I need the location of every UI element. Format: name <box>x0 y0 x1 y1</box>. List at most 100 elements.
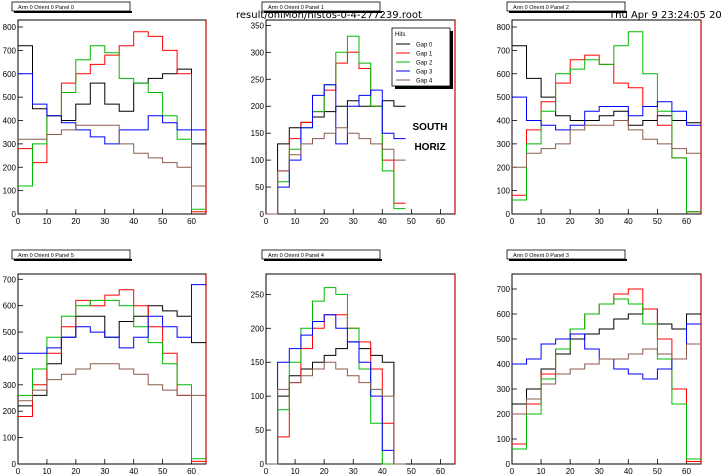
x-tick-label: 0 <box>510 217 515 226</box>
series-4-line <box>266 127 406 215</box>
x-tick-label: 10 <box>537 467 546 474</box>
y-tick-label: 300 <box>3 381 17 390</box>
x-tick-label: 30 <box>349 217 358 226</box>
series-2-line <box>18 299 206 460</box>
series-0-line <box>266 341 406 465</box>
x-tick-label: 0 <box>264 467 269 474</box>
x-tick-label: 60 <box>682 217 691 226</box>
series-4-line <box>18 124 206 187</box>
y-tick-label: 0 <box>506 210 511 219</box>
series-3-line <box>266 314 406 465</box>
x-tick-label: 30 <box>100 217 109 226</box>
plot-frame <box>17 19 207 215</box>
y-tick-label: 0 <box>12 210 17 219</box>
legend-box <box>391 27 451 87</box>
y-tick-label: 0 <box>506 460 511 469</box>
x-tick-label: 10 <box>291 217 300 226</box>
x-tick-label: 20 <box>566 217 575 226</box>
legend-entry: Gap 4 <box>416 79 433 85</box>
y-tick-label: 250 <box>251 75 265 84</box>
y-tick-label: 100 <box>3 187 17 196</box>
y-tick-label: 150 <box>251 129 265 138</box>
y-tick-label: 150 <box>251 358 265 367</box>
series-0-line <box>18 45 206 145</box>
series-1-line <box>18 289 206 462</box>
panel-title: Arm 0 Orient 0 Panel 1 <box>268 5 324 11</box>
x-tick-label: 20 <box>566 467 575 474</box>
panel-title-shadow <box>14 259 132 261</box>
legend-title: Hits <box>395 32 405 38</box>
y-tick-label: 200 <box>3 407 17 416</box>
y-tick-label: 600 <box>497 310 511 319</box>
panel-title-shadow <box>14 11 132 13</box>
legend-entry: Gap 3 <box>416 70 433 76</box>
y-tick-label: 500 <box>497 335 511 344</box>
x-tick-label: 0 <box>264 217 269 226</box>
series-3-line <box>18 73 206 145</box>
y-tick-label: 700 <box>497 46 511 55</box>
panel-title-shadow <box>264 11 382 13</box>
x-tick-label: 40 <box>129 217 138 226</box>
series-4-line <box>512 343 701 415</box>
x-tick-label: 10 <box>42 217 51 226</box>
y-tick-label: 600 <box>3 302 17 311</box>
series-4-line <box>18 363 206 402</box>
x-tick-label: 0 <box>16 217 21 226</box>
panel-title: Arm 0 Orient 0 Panel 5 <box>18 253 74 259</box>
x-tick-label: 50 <box>158 467 167 474</box>
y-tick-label: 400 <box>3 117 17 126</box>
legend-entry: Gap 0 <box>416 43 433 49</box>
timestamp: Thu Apr 9 23:24:05 2009 <box>609 10 721 21</box>
file-name: result/onlMon/histos-0-4-277239.root <box>236 10 422 21</box>
y-tick-label: 700 <box>3 275 17 284</box>
y-tick-label: 100 <box>497 187 511 196</box>
x-tick-label: 40 <box>624 467 633 474</box>
y-tick-label: 700 <box>3 46 17 55</box>
x-tick-label: 50 <box>407 467 416 474</box>
x-tick-label: 0 <box>510 467 515 474</box>
x-tick-label: 50 <box>407 217 416 226</box>
y-tick-label: 200 <box>251 324 265 333</box>
x-tick-label: 40 <box>378 467 387 474</box>
x-tick-label: 20 <box>71 217 80 226</box>
series-1-line <box>512 288 701 462</box>
x-tick-label: 60 <box>436 467 445 474</box>
y-tick-label: 100 <box>251 392 265 401</box>
x-tick-label: 40 <box>129 467 138 474</box>
panel-title: Arm 0 Orient 0 Panel 0 <box>18 5 74 11</box>
series-3-line <box>512 323 701 380</box>
series-1-line <box>18 31 206 213</box>
x-tick-label: 20 <box>71 467 80 474</box>
panel-title: Arm 0 Orient 0 Panel 3 <box>513 253 569 259</box>
x-tick-label: 60 <box>436 217 445 226</box>
y-tick-label: 50 <box>255 426 264 435</box>
series-4-line <box>266 361 406 465</box>
legend-entry: Gap 1 <box>416 52 433 58</box>
y-tick-label: 800 <box>497 23 511 32</box>
x-tick-label: 10 <box>291 467 300 474</box>
y-tick-label: 350 <box>251 21 265 30</box>
series-2-line <box>512 298 701 460</box>
y-tick-label: 200 <box>3 163 17 172</box>
y-tick-label: 100 <box>497 435 511 444</box>
y-tick-label: 0 <box>12 460 17 469</box>
panel-title: Arm 0 Orient 0 Panel 4 <box>268 253 324 259</box>
x-tick-label: 10 <box>537 217 546 226</box>
x-tick-label: 30 <box>100 467 109 474</box>
y-tick-label: 100 <box>251 156 265 165</box>
series-0-line <box>512 45 701 126</box>
panel-title-shadow <box>264 259 382 261</box>
y-tick-label: 300 <box>251 48 265 57</box>
y-tick-label: 800 <box>3 23 17 32</box>
x-tick-label: 0 <box>16 467 21 474</box>
y-tick-label: 200 <box>497 410 511 419</box>
x-tick-label: 20 <box>320 467 329 474</box>
series-2-line <box>266 287 406 465</box>
x-tick-label: 30 <box>349 467 358 474</box>
y-tick-label: 500 <box>3 328 17 337</box>
x-tick-label: 20 <box>320 217 329 226</box>
panel-title-shadow <box>509 11 627 13</box>
x-tick-label: 60 <box>187 467 196 474</box>
series-0-line <box>18 305 206 407</box>
